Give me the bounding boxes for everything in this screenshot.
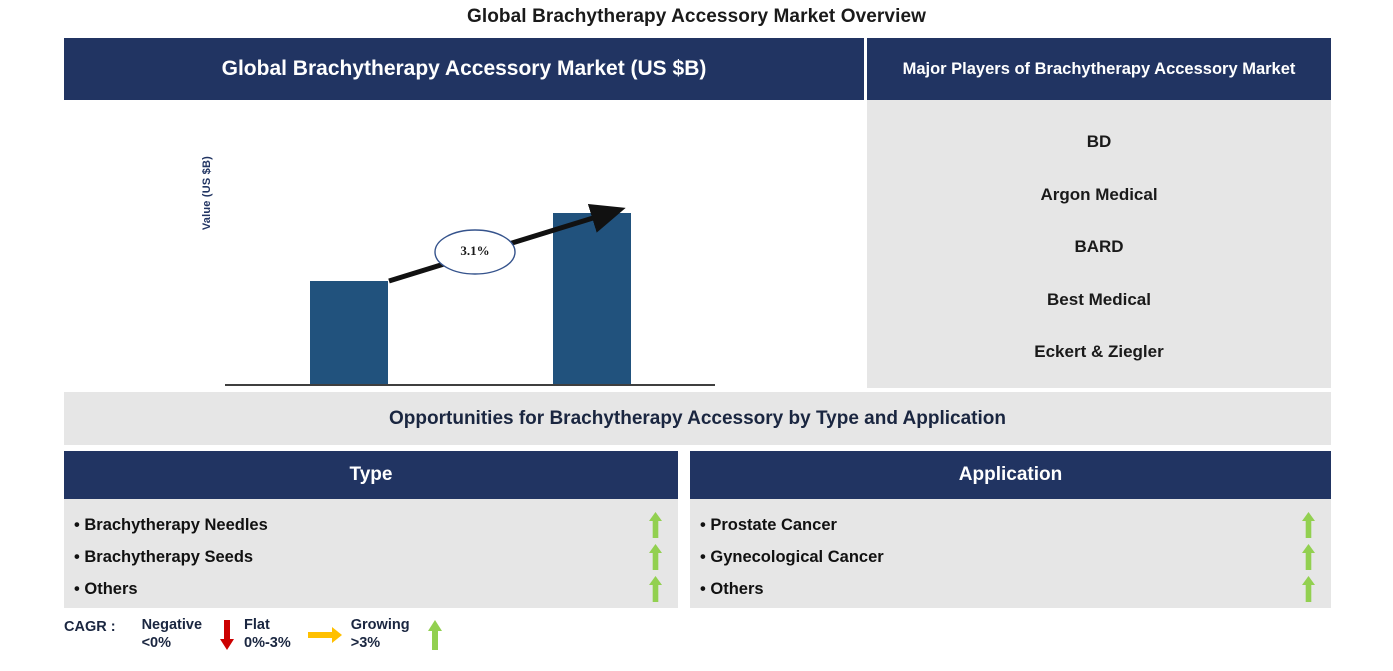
up-arrow-icon [1299,512,1317,538]
major-players-list: BD Argon Medical BARD Best Medical Ecker… [867,100,1331,388]
type-item-label: • Others [74,579,138,598]
up-arrow-icon [646,544,664,570]
legend-growing-name: Growing [350,617,410,633]
type-item-label: • Brachytherapy Seeds [74,547,254,566]
up-arrow-icon [646,576,664,602]
table-row: • Brachytherapy Seeds [64,541,678,573]
legend-negative-text: Negative <0% [142,616,202,652]
chart-panel: Global Brachytherapy Accessory Market (U… [64,38,864,443]
up-arrow-icon [427,616,443,654]
table-row: • Others [64,573,678,605]
legend-item-flat: Flat 0%-3% [244,616,291,652]
page-title: Global Brachytherapy Accessory Market Ov… [466,6,927,27]
list-item: Eckert & Ziegler [1034,342,1164,362]
chart-panel-header: Global Brachytherapy Accessory Market (U… [64,38,864,100]
application-item-label: • Gynecological Cancer [700,547,884,566]
cagr-arrow-icon [388,203,626,284]
major-players-panel: Major Players of Brachytherapy Accessory… [867,38,1331,388]
table-row: • Prostate Cancer [690,509,1331,541]
cagr-legend-label: CAGR : [64,619,116,635]
opportunities-band-title: Opportunities for Brachytherapy Accessor… [64,392,1331,445]
type-table: Type • Brachytherapy Needles • Brachythe… [64,451,678,608]
legend-growing-text: Growing >3% [351,616,410,652]
legend-negative-range: <0% [141,635,171,651]
type-table-header: Type [64,451,678,499]
legend-flat-name: Flat [244,617,270,633]
up-arrow-icon [1299,544,1317,570]
application-item-label: • Prostate Cancer [700,515,837,534]
bar-2025 [310,281,388,384]
up-arrow-icon [646,512,664,538]
list-item: BD [1086,132,1112,152]
type-item-label: • Brachytherapy Needles [74,515,268,534]
application-table: Application • Prostate Cancer • Gynecolo… [690,451,1331,608]
legend-flat-range: 0%-3% [244,635,291,651]
up-arrow-icon [1299,576,1317,602]
legend-flat-text: Flat 0%-3% [244,616,291,652]
right-arrow-icon [307,616,342,654]
type-table-body: • Brachytherapy Needles • Brachytherapy … [64,499,678,608]
application-table-header: Application [690,451,1331,499]
x-axis-line [225,384,715,386]
list-item: Argon Medical [1040,184,1158,204]
legend-item-growing: Growing >3% [351,616,410,652]
list-item: Best Medical [1047,289,1151,309]
chart-body: Value (US $B) 2025 2031 3. [64,100,864,443]
legend-growing-range: >3% [350,635,381,651]
list-item: BARD [1074,237,1124,257]
table-row: • Gynecological Cancer [690,541,1331,573]
legend-negative-name: Negative [141,617,203,633]
plot-area: 2025 2031 3.1% [64,100,864,408]
legend-item-negative: Negative <0% [142,616,202,652]
application-table-body: • Prostate Cancer • Gynecological Cancer… [690,499,1331,608]
table-row: • Others [690,573,1331,605]
down-arrow-icon [219,616,235,654]
major-players-header: Major Players of Brachytherapy Accessory… [867,38,1331,100]
table-row: • Brachytherapy Needles [64,509,678,541]
cagr-value-label: 3.1% [460,243,490,258]
cagr-legend: CAGR : Negative <0% Flat 0%-3% Growing >… [64,616,764,664]
bar-2031 [553,213,631,384]
application-item-label: • Others [700,579,764,598]
